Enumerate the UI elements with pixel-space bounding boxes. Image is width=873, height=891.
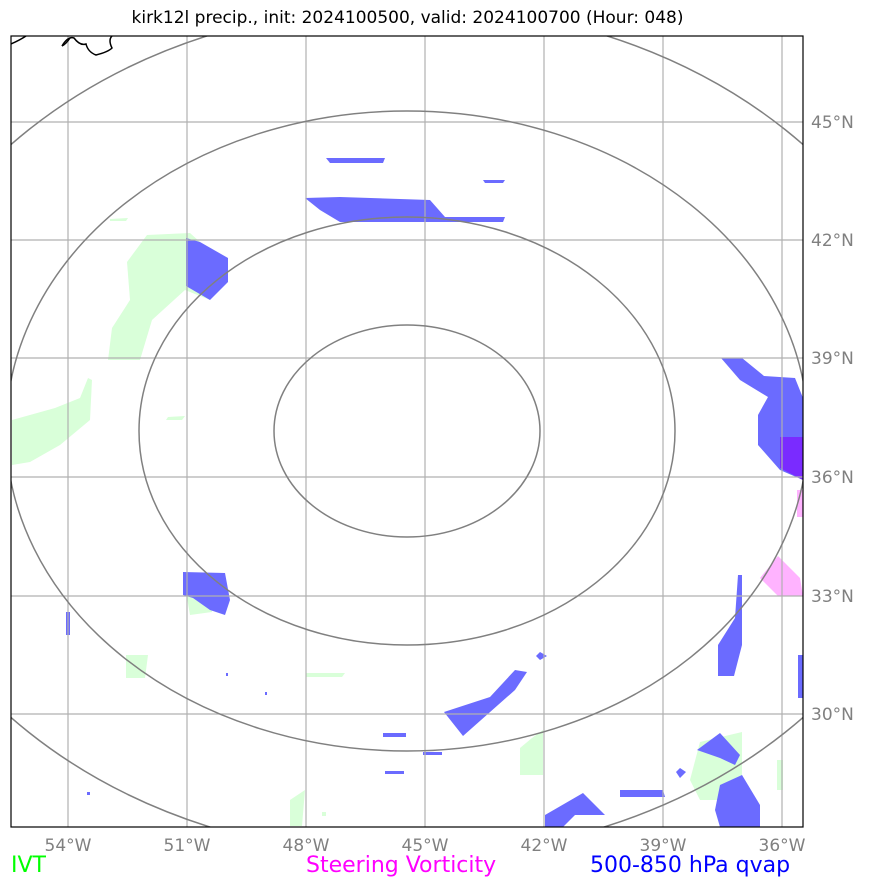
coastline [11,36,113,56]
lon-label: 42°W [521,836,568,856]
range-rings [11,36,803,827]
map-frame [10,35,804,828]
map-title: kirk12l precip., init: 2024100500, valid… [131,8,684,28]
lon-label: 36°W [759,836,806,856]
lat-label: 33°N [811,587,854,607]
lat-label: 36°N [811,468,854,488]
lon-label: 54°W [45,836,92,856]
lat-label: 39°N [811,349,854,369]
legend-ivt: IVT [11,853,46,878]
longitude-labels: 54°W 51°W 48°W 45°W 42°W 39°W 36°W [45,836,806,856]
latitude-labels: 45°N 42°N 39°N 36°N 33°N 30°N [811,113,854,725]
legend-qvap: 500-850 hPa qvap [590,853,791,878]
lon-label: 48°W [283,836,330,856]
lat-label: 42°N [811,231,854,251]
lon-label: 39°W [640,836,687,856]
graticule [11,36,803,827]
legend-steering-vorticity: Steering Vorticity [306,853,497,878]
lat-label: 45°N [811,113,854,133]
lon-label: 45°W [402,836,449,856]
lat-label: 30°N [811,705,854,725]
qvap-strong-contour [780,437,803,480]
lon-label: 51°W [164,836,211,856]
